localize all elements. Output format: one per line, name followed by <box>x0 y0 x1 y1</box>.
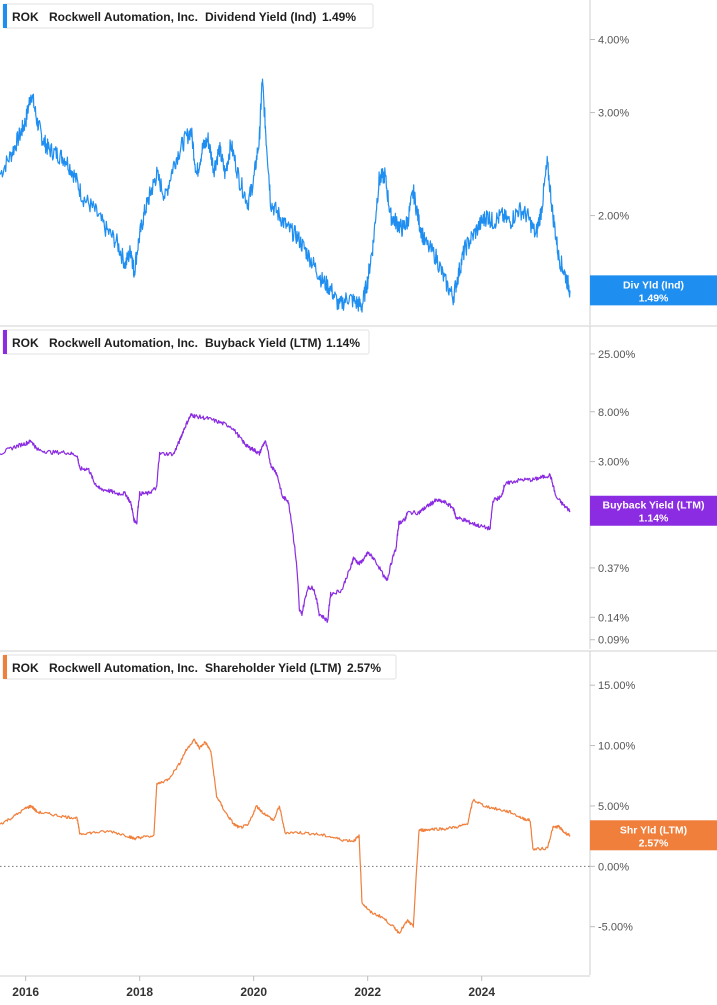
legend-company: Rockwell Automation, Inc. <box>49 336 198 350</box>
legend-value: 1.49% <box>322 10 356 24</box>
badge-label: Div Yld (Ind) <box>623 279 684 291</box>
legend-metric: Dividend Yield (Ind) <box>205 10 316 24</box>
legend-ticker: ROK <box>12 661 39 675</box>
badge-value: 1.14% <box>639 513 669 525</box>
x-tick-label: 2016 <box>12 985 39 999</box>
legend-ticker: ROK <box>12 336 39 350</box>
y-tick-label: 0.09% <box>598 635 629 647</box>
legend-color-swatch <box>3 4 7 28</box>
legend-color-swatch <box>3 330 7 354</box>
y-tick-label: 0.37% <box>598 563 629 575</box>
y-tick-label: 4.00% <box>598 35 629 47</box>
legend-value: 2.57% <box>347 661 381 675</box>
y-tick-label: 2.00% <box>598 211 629 223</box>
y-tick-label: -5.00% <box>598 922 633 934</box>
y-tick-label: 10.00% <box>598 741 636 753</box>
x-tick-label: 2020 <box>240 985 267 999</box>
legend-company: Rockwell Automation, Inc. <box>49 10 198 24</box>
y-tick-label: 15.00% <box>598 680 636 692</box>
x-tick-label: 2018 <box>126 985 153 999</box>
legend-color-swatch <box>3 655 7 679</box>
x-tick-label: 2022 <box>354 985 381 999</box>
last-value-badge <box>590 495 717 526</box>
last-value-badge <box>590 275 717 306</box>
y-tick-label: 3.00% <box>598 457 629 469</box>
series-line-3 <box>0 738 571 934</box>
y-tick-label: 3.00% <box>598 108 629 120</box>
y-tick-label: 0.14% <box>598 612 629 624</box>
x-tick-label: 2024 <box>468 985 495 999</box>
last-value-badge <box>590 820 717 851</box>
legend-company: Rockwell Automation, Inc. <box>49 661 198 675</box>
legend-metric: Shareholder Yield (LTM) <box>205 661 341 675</box>
badge-label: Buyback Yield (LTM) <box>603 500 705 512</box>
badge-value: 1.49% <box>639 292 669 304</box>
legend-metric: Buyback Yield (LTM) <box>205 336 321 350</box>
legend-value: 1.14% <box>326 336 360 350</box>
y-tick-label: 5.00% <box>598 801 629 813</box>
y-tick-label: 8.00% <box>598 407 629 419</box>
series-line-2 <box>0 413 571 624</box>
legend-ticker: ROK <box>12 10 39 24</box>
y-tick-label: 0.00% <box>598 861 629 873</box>
series-line-1 <box>0 78 571 313</box>
y-tick-label: 25.00% <box>598 349 636 361</box>
badge-value: 2.57% <box>639 837 669 849</box>
badge-label: Shr Yld (LTM) <box>620 824 687 836</box>
